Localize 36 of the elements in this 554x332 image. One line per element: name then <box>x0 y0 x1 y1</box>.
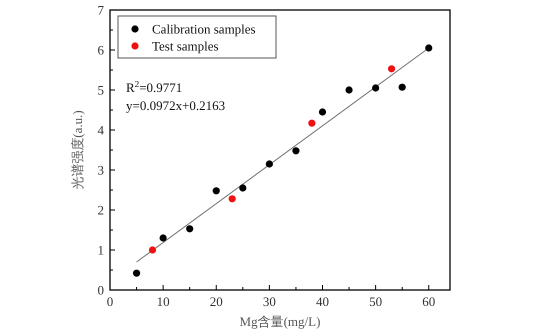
point <box>148 246 156 254</box>
point <box>308 120 316 127</box>
y-tick-label: 1 <box>98 242 104 258</box>
x-tick-label: 60 <box>422 294 436 309</box>
x-tick-label: 40 <box>316 294 329 309</box>
point <box>228 195 236 202</box>
point <box>388 65 396 72</box>
y-tick-label: 6 <box>98 42 104 58</box>
y-tick-label: 4 <box>98 122 104 138</box>
y-tick-label: 2 <box>98 202 104 218</box>
x-tick-label: 50 <box>369 294 382 309</box>
y-tick-label: 3 <box>98 162 104 178</box>
point <box>186 225 194 232</box>
x-tick-label: 20 <box>210 294 223 309</box>
point <box>266 160 273 168</box>
annotation: y=0.0972x+0.2163 <box>126 98 226 113</box>
point <box>212 187 220 194</box>
point <box>160 234 167 242</box>
y-axis-title: 光谱强度(a.u.) <box>70 110 85 190</box>
y-tick-label: 0 <box>98 282 104 298</box>
point <box>318 108 326 116</box>
legend-label: Test samples <box>152 38 219 54</box>
x-axis-title: Mg含量(mg/L) <box>240 314 320 329</box>
point <box>345 86 353 94</box>
y-tick-label: 7 <box>98 2 104 18</box>
x-tick-label: 30 <box>262 294 276 309</box>
point <box>372 84 380 92</box>
point <box>425 44 432 52</box>
point <box>398 84 406 91</box>
point <box>132 270 140 277</box>
point <box>239 184 246 192</box>
y-tick-label: 5 <box>98 82 104 98</box>
x-tick-label: 10 <box>156 294 170 309</box>
annotation: R$^{2}$=0.9771 <box>126 79 182 95</box>
point <box>292 147 300 154</box>
legend-label: Calibration samples <box>152 22 256 36</box>
